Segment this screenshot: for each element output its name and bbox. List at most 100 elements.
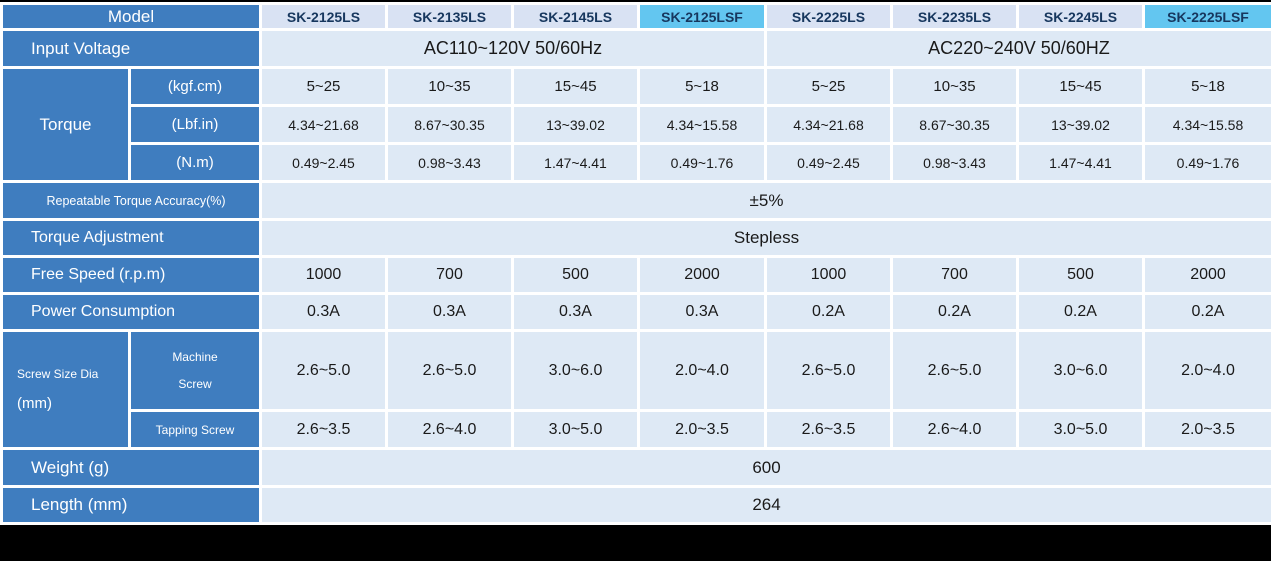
torque-nm-row: (N.m) 0.49~2.45 0.98~3.43 1.47~4.41 0.49… — [2, 142, 1271, 183]
model-cell-highlighted: SK-2225LSF — [1142, 2, 1271, 31]
tapping-screw-cell: 3.0~5.0 — [511, 409, 640, 450]
machine-screw-cell: 2.6~5.0 — [890, 329, 1019, 412]
model-cell: SK-2225LS — [764, 2, 893, 31]
power-cell: 0.2A — [764, 292, 893, 332]
model-cell-highlighted: SK-2125LSF — [637, 2, 767, 31]
input-voltage-value-110: AC110~120V 50/60Hz — [259, 28, 767, 69]
torque-value-cell: 1.47~4.41 — [511, 142, 640, 183]
tapping-screw-label: Tapping Screw — [128, 409, 262, 450]
screw-size-label-line2: (mm) — [17, 395, 52, 412]
model-cell: SK-2125LS — [259, 2, 388, 31]
length-row: Length (mm) 264 — [0, 485, 1271, 525]
free-speed-cell: 2000 — [637, 255, 767, 295]
torque-value-cell: 4.34~15.58 — [637, 104, 767, 145]
tapping-screw-cell: 2.6~3.5 — [259, 409, 388, 450]
machine-screw-row: Screw Size Dia (mm) Machine Screw 2.6~5.… — [0, 329, 1271, 450]
torque-value-cell: 10~35 — [385, 66, 514, 107]
free-speed-cell: 500 — [511, 255, 640, 295]
machine-screw-label: Machine Screw — [128, 329, 262, 412]
torque-value-cell: 0.49~2.45 — [259, 142, 388, 183]
free-speed-label: Free Speed (r.p.m) — [0, 255, 262, 295]
weight-value: 600 — [259, 447, 1271, 488]
torque-value-cell: 5~25 — [259, 66, 388, 107]
torque-adjustment-value: Stepless — [259, 218, 1271, 258]
torque-value-cell: 1.47~4.41 — [1016, 142, 1145, 183]
free-speed-row: Free Speed (r.p.m) 1000 700 500 2000 100… — [0, 255, 1271, 295]
torque-value-cell: 4.34~21.68 — [259, 104, 388, 145]
torque-value-cell: 15~45 — [511, 66, 640, 107]
torque-adjustment-row: Torque Adjustment Stepless — [0, 218, 1271, 258]
torque-unit-kgfcm: (kgf.cm) — [128, 66, 262, 107]
free-speed-cell: 500 — [1016, 255, 1145, 295]
machine-screw-cell: 2.0~4.0 — [637, 329, 767, 412]
model-row: Model SK-2125LS SK-2135LS SK-2145LS SK-2… — [0, 2, 1271, 31]
input-voltage-value-220: AC220~240V 50/60HZ — [764, 28, 1271, 69]
torque-value-cell: 8.67~30.35 — [890, 104, 1019, 145]
torque-adjustment-label: Torque Adjustment — [0, 218, 262, 258]
weight-label: Weight (g) — [0, 447, 262, 488]
machine-screw-cell: 2.6~5.0 — [259, 329, 388, 412]
model-cell: SK-2135LS — [385, 2, 514, 31]
torque-kgfcm-row: Torque (kgf.cm) 5~25 10~35 15~45 5~18 5~… — [0, 66, 1271, 183]
tapping-screw-row: Tapping Screw 2.6~3.5 2.6~4.0 3.0~5.0 2.… — [2, 409, 1271, 450]
tapping-screw-cell: 2.0~3.5 — [1142, 409, 1271, 450]
power-cell: 0.2A — [1016, 292, 1145, 332]
machine-screw-label-text: Machine Screw — [172, 349, 218, 391]
machine-screw-cell: 2.6~5.0 — [385, 329, 514, 412]
machine-screw-cell: 2.0~4.0 — [1142, 329, 1271, 412]
torque-value-cell: 8.67~30.35 — [385, 104, 514, 145]
free-speed-cell: 1000 — [259, 255, 388, 295]
torque-value-cell: 15~45 — [1016, 66, 1145, 107]
torque-value-cell: 0.49~2.45 — [764, 142, 893, 183]
power-consumption-label: Power Consumption — [0, 292, 262, 332]
screw-size-label: Screw Size Dia (mm) — [0, 329, 131, 450]
tapping-screw-cell: 2.6~4.0 — [890, 409, 1019, 450]
power-cell: 0.3A — [259, 292, 388, 332]
free-speed-cell: 700 — [385, 255, 514, 295]
torque-value-cell: 5~25 — [764, 66, 893, 107]
power-cell: 0.3A — [511, 292, 640, 332]
power-cell: 0.3A — [385, 292, 514, 332]
torque-lbfin-row: (Lbf.in) 4.34~21.68 8.67~30.35 13~39.02 … — [2, 104, 1271, 145]
machine-screw-cell: 3.0~6.0 — [511, 329, 640, 412]
power-cell: 0.2A — [890, 292, 1019, 332]
machine-screw-cell: 2.6~5.0 — [764, 329, 893, 412]
torque-value-cell: 13~39.02 — [511, 104, 640, 145]
torque-value-cell: 0.98~3.43 — [385, 142, 514, 183]
torque-value-cell: 5~18 — [637, 66, 767, 107]
screw-size-label-line1: Screw Size Dia — [17, 367, 99, 381]
torque-unit-nm: (N.m) — [128, 142, 262, 183]
length-value: 264 — [259, 485, 1271, 525]
torque-value-cell: 13~39.02 — [1016, 104, 1145, 145]
torque-label: Torque — [0, 66, 131, 183]
torque-value-cell: 0.49~1.76 — [637, 142, 767, 183]
accuracy-label: Repeatable Torque Accuracy(%) — [0, 180, 262, 221]
torque-value-cell: 4.34~21.68 — [764, 104, 893, 145]
weight-row: Weight (g) 600 — [0, 447, 1271, 488]
power-consumption-row: Power Consumption 0.3A 0.3A 0.3A 0.3A 0.… — [0, 292, 1271, 332]
machine-screw-cell: 3.0~6.0 — [1016, 329, 1145, 412]
accuracy-value: ±5% — [259, 180, 1271, 221]
spec-table: Model SK-2125LS SK-2135LS SK-2145LS SK-2… — [0, 2, 1271, 525]
power-cell: 0.3A — [637, 292, 767, 332]
model-cell: SK-2235LS — [890, 2, 1019, 31]
power-cell: 0.2A — [1142, 292, 1271, 332]
model-cell: SK-2245LS — [1016, 2, 1145, 31]
torque-value-cell: 0.49~1.76 — [1142, 142, 1271, 183]
accuracy-row: Repeatable Torque Accuracy(%) ±5% — [0, 180, 1271, 221]
tapping-screw-cell: 2.6~3.5 — [764, 409, 893, 450]
torque-value-cell: 10~35 — [890, 66, 1019, 107]
length-label: Length (mm) — [0, 485, 262, 525]
free-speed-cell: 700 — [890, 255, 1019, 295]
torque-unit-lbfin: (Lbf.in) — [128, 104, 262, 145]
free-speed-cell: 2000 — [1142, 255, 1271, 295]
free-speed-cell: 1000 — [764, 255, 893, 295]
torque-value-cell: 5~18 — [1142, 66, 1271, 107]
torque-value-cell: 4.34~15.58 — [1142, 104, 1271, 145]
tapping-screw-cell: 2.0~3.5 — [637, 409, 767, 450]
tapping-screw-cell: 2.6~4.0 — [385, 409, 514, 450]
input-voltage-row: Input Voltage AC110~120V 50/60Hz AC220~2… — [0, 28, 1271, 69]
model-header-label: Model — [0, 2, 262, 31]
tapping-screw-cell: 3.0~5.0 — [1016, 409, 1145, 450]
model-cell: SK-2145LS — [511, 2, 640, 31]
